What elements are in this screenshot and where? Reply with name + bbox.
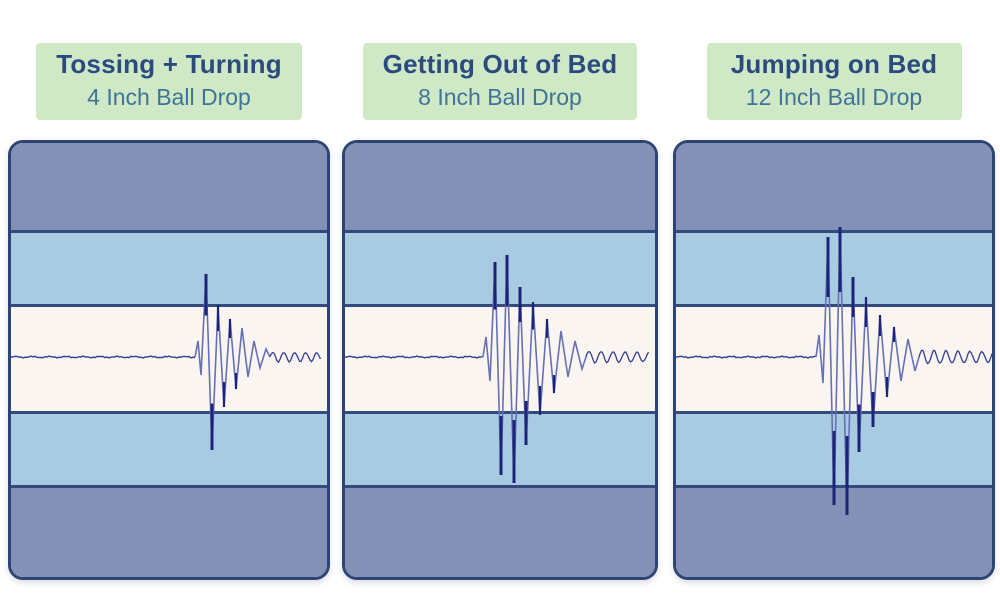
mattress-layer-light-upper (676, 230, 992, 304)
mattress-layers (345, 143, 655, 577)
mattress-layer-dark-top (11, 143, 327, 230)
mattress-layer-cream-middle (11, 304, 327, 411)
test-column-getting-out-of-bed: Getting Out of Bed 8 Inch Ball Drop (342, 43, 658, 580)
test-header: Jumping on Bed 12 Inch Ball Drop (706, 43, 962, 120)
test-subtitle: 12 Inch Ball Drop (745, 84, 923, 110)
test-header: Getting Out of Bed 8 Inch Ball Drop (362, 43, 638, 120)
mattress-layer-light-lower (345, 411, 655, 485)
test-column-tossing-turning: Tossing + Turning 4 Inch Ball Drop (8, 43, 330, 580)
test-title: Jumping on Bed (730, 49, 938, 79)
mattress-layers (676, 143, 992, 577)
mattress-layer-light-lower (11, 411, 327, 485)
test-title: Tossing + Turning (56, 49, 282, 79)
ball-drop-comparison-figure: Tossing + Turning 4 Inch Ball Drop Getti… (8, 43, 995, 580)
mattress-layer-dark-top (676, 143, 992, 230)
test-title: Getting Out of Bed (382, 49, 618, 79)
mattress-layer-cream-middle (676, 304, 992, 411)
mattress-layer-light-upper (11, 230, 327, 304)
mattress-layer-light-upper (345, 230, 655, 304)
seismograph-panel (342, 140, 658, 580)
mattress-layer-light-lower (676, 411, 992, 485)
test-subtitle: 4 Inch Ball Drop (87, 84, 251, 110)
test-column-jumping-on-bed: Jumping on Bed 12 Inch Ball Drop (673, 43, 995, 580)
test-header: Tossing + Turning 4 Inch Ball Drop (36, 43, 302, 120)
mattress-layer-dark-bottom (11, 485, 327, 577)
seismograph-panel (673, 140, 995, 580)
mattress-layers (11, 143, 327, 577)
mattress-layer-cream-middle (345, 304, 655, 411)
mattress-layer-dark-bottom (676, 485, 992, 577)
test-subtitle: 8 Inch Ball Drop (418, 84, 582, 110)
mattress-layer-dark-top (345, 143, 655, 230)
mattress-layer-dark-bottom (345, 485, 655, 577)
seismograph-panel (8, 140, 330, 580)
